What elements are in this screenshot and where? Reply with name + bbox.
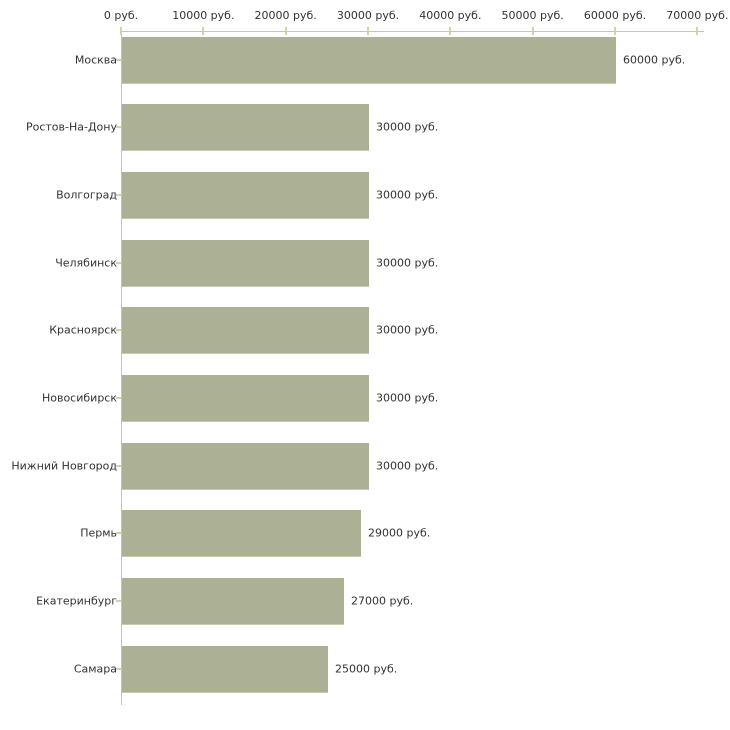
category-label: Красноярск [49, 323, 117, 337]
category-label: Новосибирск [41, 391, 117, 405]
category-label: Москва [74, 53, 117, 66]
x-axis-tick-mark [367, 27, 369, 35]
category-label: Екатеринбург [36, 594, 117, 608]
category-label: Самара [73, 662, 117, 676]
value-label: 30000 руб. [376, 120, 439, 134]
x-axis-line [121, 31, 704, 32]
value-label: 30000 руб. [376, 459, 439, 473]
bar [122, 442, 369, 490]
category-label: Пермь [80, 526, 117, 540]
value-label: 60000 руб. [623, 53, 686, 66]
y-axis-tick-mark [116, 329, 121, 332]
category-label: Волгоград [56, 188, 117, 202]
x-axis-tick-label: 20000 руб. [254, 9, 317, 22]
x-axis-tick-mark [284, 27, 287, 35]
x-axis-tick-label: 30000 руб. [336, 9, 400, 22]
x-axis-tick-mark [202, 27, 205, 35]
y-axis-tick-mark [116, 58, 121, 61]
bar [122, 239, 369, 287]
x-axis-tick-mark [120, 27, 122, 35]
bar [122, 375, 369, 422]
x-axis-tick-mark [614, 27, 616, 35]
bar [122, 510, 361, 558]
value-label: 30000 руб. [376, 323, 439, 337]
bar [122, 36, 616, 84]
value-label: 29000 руб. [368, 526, 431, 540]
y-axis-tick-mark [116, 397, 121, 399]
value-label: 30000 руб. [376, 188, 439, 202]
x-axis-tick-label: 0 руб. [103, 9, 139, 22]
bar [122, 645, 328, 693]
bar [122, 171, 369, 219]
bar [122, 307, 369, 355]
x-axis-tick-label: 60000 руб. [583, 9, 647, 22]
y-axis-tick-mark [116, 126, 121, 129]
category-label: Нижний Новгород [11, 459, 117, 473]
y-axis-tick-mark [116, 532, 121, 535]
y-axis-tick-mark [116, 193, 121, 196]
value-label: 25000 руб. [335, 662, 398, 676]
y-axis-tick-mark [116, 667, 121, 670]
x-axis-tick-mark [696, 27, 699, 35]
category-label: Челябинск [55, 256, 117, 270]
x-axis-tick-label: 40000 руб. [419, 9, 482, 22]
x-axis-tick-mark [449, 27, 452, 35]
y-axis-line [121, 31, 122, 705]
x-axis-tick-label: 50000 руб. [501, 9, 564, 22]
y-axis-tick-mark [116, 600, 121, 603]
x-axis-tick-label: 10000 руб. [172, 9, 235, 22]
value-label: 27000 руб. [351, 594, 414, 608]
bar [122, 104, 369, 152]
y-axis-tick-mark [116, 464, 121, 467]
x-axis-tick-mark [531, 27, 534, 35]
value-label: 30000 руб. [376, 256, 439, 270]
bar [122, 578, 344, 626]
category-label: Ростов-На-Дону [25, 120, 117, 134]
value-label: 30000 руб. [376, 391, 439, 405]
x-axis-tick-label: 70000 руб. [666, 9, 729, 22]
y-axis-tick-mark [116, 261, 121, 264]
